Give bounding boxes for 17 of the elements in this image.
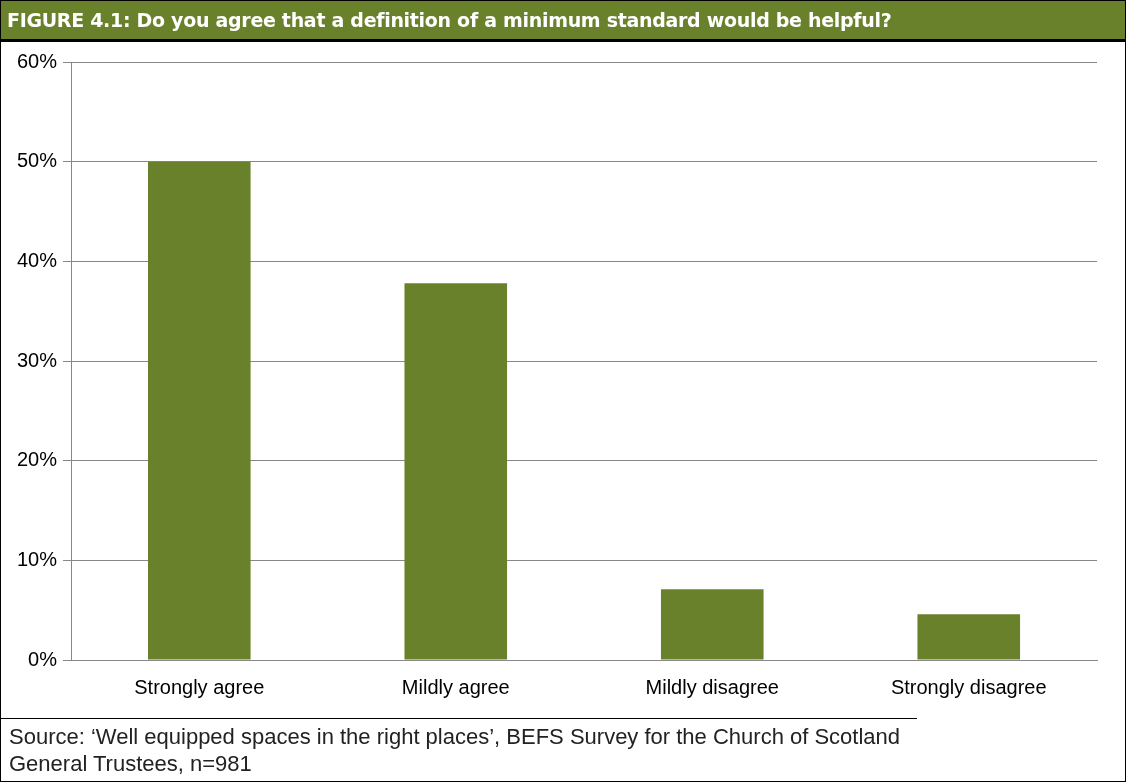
bar	[660, 589, 764, 660]
bar	[147, 161, 251, 660]
y-tick-label: 30%	[17, 348, 58, 371]
x-tick-label: Strongly agree	[134, 675, 265, 698]
bar	[404, 283, 508, 660]
source-note: Source: ‘Well equipped spaces in the right places’, BEFS Survey for the Church of Scotland General Trustees, n=981	[1, 718, 917, 781]
x-tick-label: Mildly agree	[401, 675, 510, 698]
y-tick-label: 60%	[17, 49, 58, 72]
y-tick-label: 20%	[17, 448, 58, 471]
y-tick-label: 0%	[28, 647, 58, 670]
y-tick-label: 10%	[17, 547, 58, 570]
y-tick-label: 50%	[17, 149, 58, 172]
bar	[917, 614, 1021, 660]
y-tick-label: 40%	[17, 248, 58, 271]
chart-title: FIGURE 4.1: Do you agree that a definition of a minimum standard would be helpful?	[1, 1, 1125, 42]
x-tick-label: Mildly disagree	[645, 675, 779, 698]
x-tick-label: Strongly disagree	[890, 675, 1047, 698]
